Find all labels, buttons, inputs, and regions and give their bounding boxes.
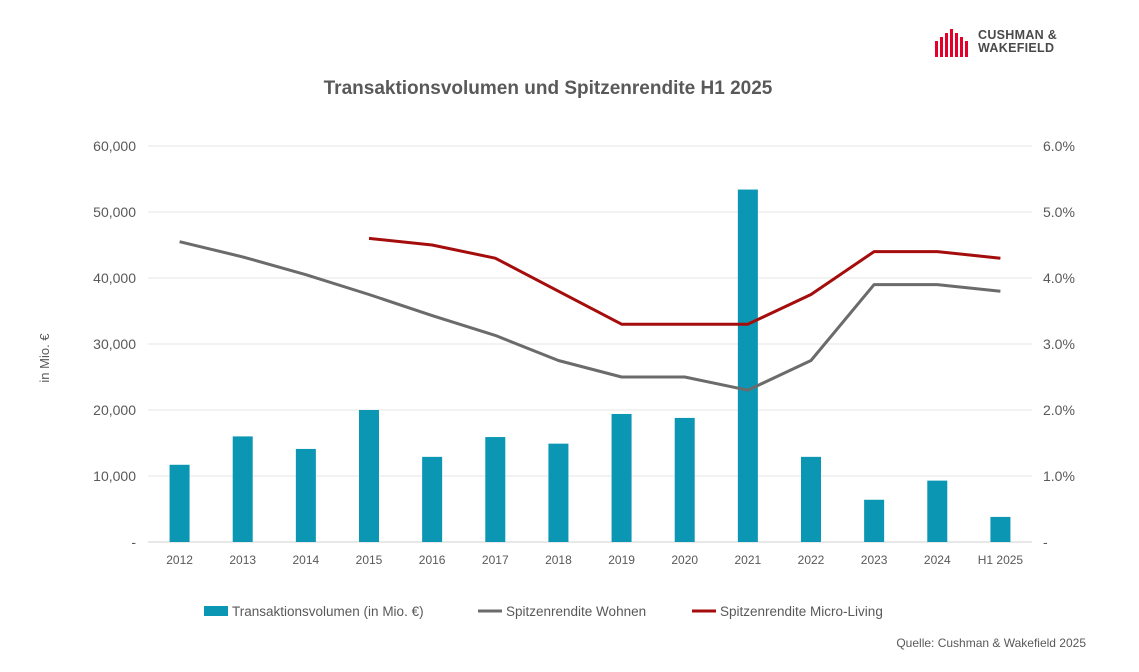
y-left-tick-label: 30,000 — [93, 336, 136, 352]
bar-transaktionsvolumen — [611, 413, 632, 542]
bar-transaktionsvolumen — [422, 456, 443, 542]
y-left-tick-label: - — [131, 534, 136, 550]
y-axis-label: in Mio. € — [37, 333, 52, 383]
cushman-wakefield-logo-icon — [935, 29, 968, 57]
x-tick-label: 2012 — [166, 553, 193, 567]
x-tick-label: 2021 — [735, 553, 762, 567]
bar-transaktionsvolumen — [737, 189, 758, 542]
bar-transaktionsvolumen — [548, 443, 569, 542]
x-tick-label: 2017 — [482, 553, 509, 567]
bar-transaktionsvolumen — [295, 448, 316, 542]
x-tick-label: 2013 — [229, 553, 256, 567]
bar-transaktionsvolumen — [485, 437, 506, 542]
y-right-tick-label: 5.0% — [1043, 204, 1075, 220]
logo: CUSHMAN & WAKEFIELD — [934, 27, 1084, 59]
x-tick-label: 2019 — [608, 553, 635, 567]
chart-title: Transaktionsvolumen und Spitzenrendite H… — [324, 78, 773, 99]
bar-transaktionsvolumen — [864, 499, 885, 542]
logo-line-2: WAKEFIELD — [978, 41, 1055, 55]
bar-transaktionsvolumen — [674, 417, 695, 542]
x-tick-label: 2016 — [419, 553, 446, 567]
logo-line-1: CUSHMAN & — [978, 28, 1058, 42]
legend-label: Transaktionsvolumen (in Mio. €) — [232, 604, 424, 619]
y-left-tick-label: 40,000 — [93, 270, 136, 286]
legend-swatch-bar — [204, 606, 228, 616]
bar-transaktionsvolumen — [927, 480, 948, 542]
x-tick-label: 2014 — [293, 553, 320, 567]
y-left-tick-label: 50,000 — [93, 204, 136, 220]
y-right-tick-label: 1.0% — [1043, 468, 1075, 484]
bar-transaktionsvolumen — [232, 436, 253, 542]
legend-label: Spitzenrendite Wohnen — [506, 604, 646, 619]
source-note: Quelle: Cushman & Wakefield 2025 — [896, 636, 1086, 650]
y-left-tick-label: 60,000 — [93, 138, 136, 154]
bar-transaktionsvolumen — [169, 464, 190, 542]
line-spitzenrendite-wohnen — [179, 240, 1001, 392]
x-tick-label: 2020 — [671, 553, 698, 567]
line-spitzenrendite-micro-living — [368, 236, 1001, 326]
y-right-tick-label: - — [1043, 534, 1048, 550]
y-left-tick-label: 20,000 — [93, 402, 136, 418]
x-tick-label: 2022 — [798, 553, 825, 567]
x-tick-label: 2023 — [861, 553, 888, 567]
y-right-tick-label: 3.0% — [1043, 336, 1075, 352]
y-right-tick-label: 4.0% — [1043, 270, 1075, 286]
legend-label: Spitzenrendite Micro-Living — [720, 604, 883, 619]
x-tick-label: 2024 — [924, 553, 951, 567]
x-tick-label: H1 2025 — [978, 553, 1024, 567]
logo-text: CUSHMAN & WAKEFIELD — [978, 29, 1057, 55]
bar-transaktionsvolumen — [801, 456, 821, 542]
y-right-tick-label: 2.0% — [1043, 402, 1075, 418]
x-tick-label: 2018 — [545, 553, 572, 567]
bar-transaktionsvolumen — [359, 410, 379, 542]
bar-transaktionsvolumen — [990, 516, 1011, 542]
y-right-tick-label: 6.0% — [1043, 138, 1075, 154]
x-tick-label: 2015 — [356, 553, 383, 567]
y-left-tick-label: 10,000 — [93, 468, 136, 484]
